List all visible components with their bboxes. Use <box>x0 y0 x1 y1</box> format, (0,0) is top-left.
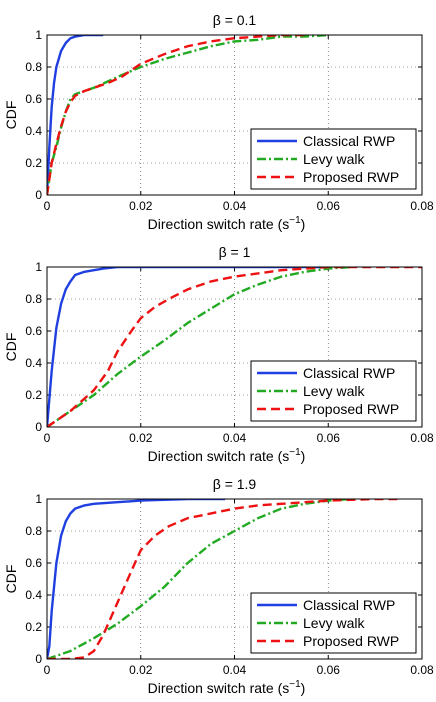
y-tick-label: 0.6 <box>25 324 42 338</box>
y-tick-label: 0 <box>35 420 42 434</box>
chart-panel-3: 0 0.02 0.04 0.06 0.08 0 0.2 0.4 0.6 0.8 1 β = 1.9 CD… <box>3 476 434 696</box>
y-tick-label: 0.6 <box>25 92 42 106</box>
legend-label-1: Classical RWP <box>303 133 395 149</box>
series-line-1 <box>47 499 226 659</box>
legend: Classical RWP Levy walk Proposed RWP <box>250 592 417 654</box>
x-axis-label-main: Direction switch rate (s <box>148 680 290 696</box>
x-axis-label-sup: −1 <box>289 215 301 226</box>
y-tick-label: 0 <box>35 188 42 202</box>
y-tick-label: 0.8 <box>25 524 42 538</box>
x-axis-label-main: Direction switch rate (s <box>148 216 290 232</box>
y-tick-label: 0.2 <box>25 156 42 170</box>
x-tick-label: 0.02 <box>129 431 153 445</box>
legend-label-2: Levy walk <box>303 615 365 631</box>
y-tick-label: 1 <box>35 492 42 506</box>
legend-label-3: Proposed RWP <box>303 169 399 185</box>
legend-label-2: Levy walk <box>303 151 365 167</box>
chart-panel-1: 0 0.02 0.04 0.06 0.08 0 0.2 0.4 0.6 0.8 1 β = 0.1 CD… <box>3 12 434 232</box>
x-tick-label: 0.04 <box>223 663 247 677</box>
x-axis-label-sup: −1 <box>289 447 301 458</box>
x-axis-label-end: ) <box>301 448 306 464</box>
chart-title: β = 1 <box>219 244 251 260</box>
x-tick-label: 0 <box>44 663 51 677</box>
y-axis-label: CDF <box>3 333 19 362</box>
x-axis-label: Direction switch rate (s−1) <box>148 215 306 232</box>
y-tick-label: 0.4 <box>25 588 42 602</box>
y-tick-label: 0.8 <box>25 60 42 74</box>
y-tick-label: 1 <box>35 28 42 42</box>
legend: Classical RWP Levy walk Proposed RWP <box>250 128 417 190</box>
y-tick-label: 0.2 <box>25 620 42 634</box>
y-tick-label: 0.6 <box>25 556 42 570</box>
x-axis-label: Direction switch rate (s−1) <box>148 447 306 464</box>
legend-label-3: Proposed RWP <box>303 633 399 649</box>
legend-label-3: Proposed RWP <box>303 401 399 417</box>
x-tick-label: 0.08 <box>410 199 434 213</box>
y-tick-label: 0.2 <box>25 388 42 402</box>
x-tick-label: 0.08 <box>410 431 434 445</box>
series-line-1 <box>47 35 104 195</box>
x-tick-label: 0.02 <box>129 663 153 677</box>
chart-panel-2: 0 0.02 0.04 0.06 0.08 0 0.2 0.4 0.6 0.8 1 β = 1 CDF D… <box>3 244 434 464</box>
y-tick-label: 1 <box>35 260 42 274</box>
x-tick-label: 0 <box>44 431 51 445</box>
x-tick-label: 0 <box>44 199 51 213</box>
x-tick-label: 0.02 <box>129 199 153 213</box>
y-tick-label: 0.8 <box>25 292 42 306</box>
series-line-2 <box>47 267 352 427</box>
x-axis-label-end: ) <box>301 680 306 696</box>
y-axis-label: CDF <box>3 565 19 594</box>
legend-label-1: Classical RWP <box>303 365 395 381</box>
x-axis-label-end: ) <box>301 216 306 232</box>
series-line-2 <box>47 499 352 659</box>
plot-frame <box>46 34 423 196</box>
legend-label-1: Classical RWP <box>303 597 395 613</box>
chart-title: β = 1.9 <box>213 476 257 492</box>
x-tick-label: 0.06 <box>317 663 341 677</box>
y-axis-label: CDF <box>3 101 19 130</box>
plot-frame <box>46 266 423 428</box>
plot-frame <box>46 498 423 660</box>
y-tick-label: 0.4 <box>25 124 42 138</box>
legend-label-2: Levy walk <box>303 383 365 399</box>
series-line-3 <box>47 35 305 195</box>
x-axis-label-main: Direction switch rate (s <box>148 448 290 464</box>
x-tick-label: 0.08 <box>410 663 434 677</box>
series-line-1 <box>47 267 329 427</box>
y-tick-label: 0 <box>35 652 42 666</box>
x-tick-label: 0.06 <box>317 431 341 445</box>
x-tick-label: 0.04 <box>223 199 247 213</box>
legend: Classical RWP Levy walk Proposed RWP <box>250 360 417 422</box>
series-line-3 <box>47 267 422 427</box>
x-axis-label-sup: −1 <box>289 679 301 690</box>
y-tick-label: 0.4 <box>25 356 42 370</box>
x-axis-label: Direction switch rate (s−1) <box>148 679 306 696</box>
x-tick-label: 0.06 <box>317 199 341 213</box>
chart-title: β = 0.1 <box>213 12 257 28</box>
x-tick-label: 0.04 <box>223 431 247 445</box>
series-line-3 <box>47 499 399 659</box>
